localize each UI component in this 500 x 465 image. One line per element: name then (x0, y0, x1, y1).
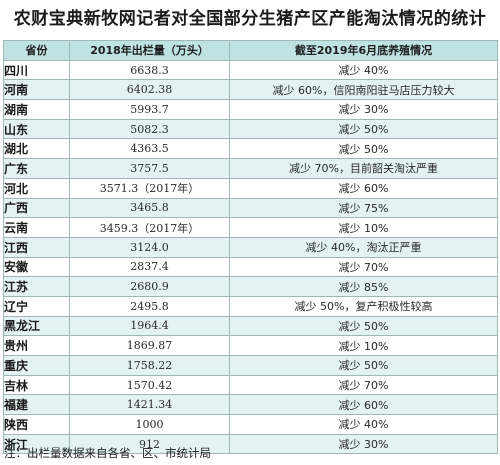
province-cell: 湖北 (3, 138, 70, 160)
output-cell: 3571.3（2017年） (69, 177, 230, 199)
province-cell: 山东 (3, 118, 70, 140)
output-cell: 1000 (69, 414, 230, 435)
province-cell: 陕西 (3, 414, 70, 435)
province-cell: 江苏 (3, 276, 70, 297)
output-cell: 2837.4 (69, 256, 230, 278)
output-cell: 6638.3 (69, 59, 230, 81)
table-row: 山东 5082.3 减少 50% (3, 118, 498, 140)
province-cell: 安徽 (3, 256, 70, 278)
output-cell: 1964.4 (69, 315, 230, 337)
province-cell: 辽宁 (3, 295, 70, 317)
page-title: 农财宝典新牧网记者对全国部分生猪产区产能淘汰情况的统计 (13, 9, 487, 29)
table-row: 河北 3571.3（2017年） 减少 60% (3, 177, 498, 199)
output-cell: 3757.5 (69, 158, 230, 179)
header-output: 2018年出栏量（万头） (69, 40, 230, 61)
output-cell: 1570.42 (69, 374, 230, 396)
status-cell: 减少 60% (229, 394, 498, 416)
table-row: 福建 1421.34 减少 60% (3, 394, 498, 416)
table-row: 湖北 4363.5 减少 50% (3, 138, 498, 160)
header-status: 截至2019年6月底养殖情况 (229, 40, 498, 61)
province-cell: 浙江 (3, 433, 70, 455)
header-province: 省份 (3, 40, 70, 61)
table-row: 江西 3124.0 减少 40%，淘汰正严重 (3, 236, 498, 258)
statistics-table: 省份 2018年出栏量（万头） 截至2019年6月底养殖情况 四川 6638.3 减… (3, 40, 498, 455)
status-cell: 减少 50% (229, 118, 498, 140)
output-cell: 3465.8 (69, 197, 230, 219)
output-cell: 1758.22 (69, 355, 230, 376)
status-cell: 减少 70% (229, 374, 498, 396)
province-cell: 吉林 (3, 374, 70, 396)
province-cell: 福建 (3, 394, 70, 416)
province-cell: 四川 (3, 59, 70, 81)
output-cell: 1421.34 (69, 394, 230, 416)
status-cell: 减少 50% (229, 138, 498, 160)
status-cell: 减少 30% (229, 433, 498, 455)
status-cell: 减少 60% (229, 177, 498, 199)
output-cell: 5993.7 (69, 99, 230, 120)
footnote: 注：出栏量数据来自各省、区、市统计局 (4, 446, 211, 460)
province-cell: 广西 (3, 197, 70, 219)
province-cell: 黑龙江 (3, 315, 70, 337)
province-cell: 湖南 (3, 99, 70, 120)
output-cell: 912 (69, 433, 230, 455)
table-row: 辽宁 2495.8 减少 50%，复产积极性较高 (3, 295, 498, 317)
table-row: 云南 3459.3（2017年） 减少 10% (3, 217, 498, 238)
table-row: 安徽 2837.4 减少 70% (3, 256, 498, 278)
status-cell: 减少 40%，淘汰正严重 (229, 236, 498, 258)
province-cell: 重庆 (3, 355, 70, 376)
status-cell: 减少 50%，复产积极性较高 (229, 295, 498, 317)
table-row: 江苏 2680.9 减少 85% (3, 276, 498, 297)
status-cell: 减少 75% (229, 197, 498, 219)
status-cell: 减少 50% (229, 355, 498, 376)
status-cell: 减少 10% (229, 335, 498, 356)
province-cell: 贵州 (3, 335, 70, 356)
table-body: 四川 6638.3 减少 40% 河南 6402.38 减少 60%，信阳南阳驻马店压力较… (3, 59, 498, 455)
status-cell: 减少 70%，目前韶关淘汰严重 (229, 158, 498, 179)
table-header-row: 省份 2018年出栏量（万头） 截至2019年6月底养殖情况 (3, 40, 498, 61)
table-row: 浙江 912 减少 30% (3, 433, 498, 455)
table-row: 贵州 1869.87 减少 10% (3, 335, 498, 356)
output-cell: 1869.87 (69, 335, 230, 356)
table-row: 湖南 5993.7 减少 30% (3, 99, 498, 120)
output-cell: 3459.3（2017年） (69, 217, 230, 238)
province-cell: 江西 (3, 236, 70, 258)
status-cell: 减少 60%，信阳南阳驻马店压力较大 (229, 79, 498, 101)
province-cell: 河北 (3, 177, 70, 199)
table-row: 广西 3465.8 减少 75% (3, 197, 498, 219)
province-cell: 广东 (3, 158, 70, 179)
output-cell: 4363.5 (69, 138, 230, 160)
status-cell: 减少 70% (229, 256, 498, 278)
status-cell: 减少 50% (229, 315, 498, 337)
status-cell: 减少 85% (229, 276, 498, 297)
table-row: 吉林 1570.42 减少 70% (3, 374, 498, 396)
status-cell: 减少 30% (229, 99, 498, 120)
status-cell: 减少 40% (229, 59, 498, 81)
status-cell: 减少 10% (229, 217, 498, 238)
table-row: 黑龙江 1964.4 减少 50% (3, 315, 498, 337)
table-row: 河南 6402.38 减少 60%，信阳南阳驻马店压力较大 (3, 79, 498, 101)
table-row: 广东 3757.5 减少 70%，目前韶关淘汰严重 (3, 158, 498, 179)
output-cell: 3124.0 (69, 236, 230, 258)
province-cell: 云南 (3, 217, 70, 238)
table-row: 陕西 1000 减少 40% (3, 414, 498, 435)
output-cell: 2680.9 (69, 276, 230, 297)
output-cell: 6402.38 (69, 79, 230, 101)
output-cell: 5082.3 (69, 118, 230, 140)
province-cell: 河南 (3, 79, 70, 101)
output-cell: 2495.8 (69, 295, 230, 317)
status-cell: 减少 40% (229, 414, 498, 435)
table-row: 四川 6638.3 减少 40% (3, 59, 498, 81)
table-row: 重庆 1758.22 减少 50% (3, 355, 498, 376)
